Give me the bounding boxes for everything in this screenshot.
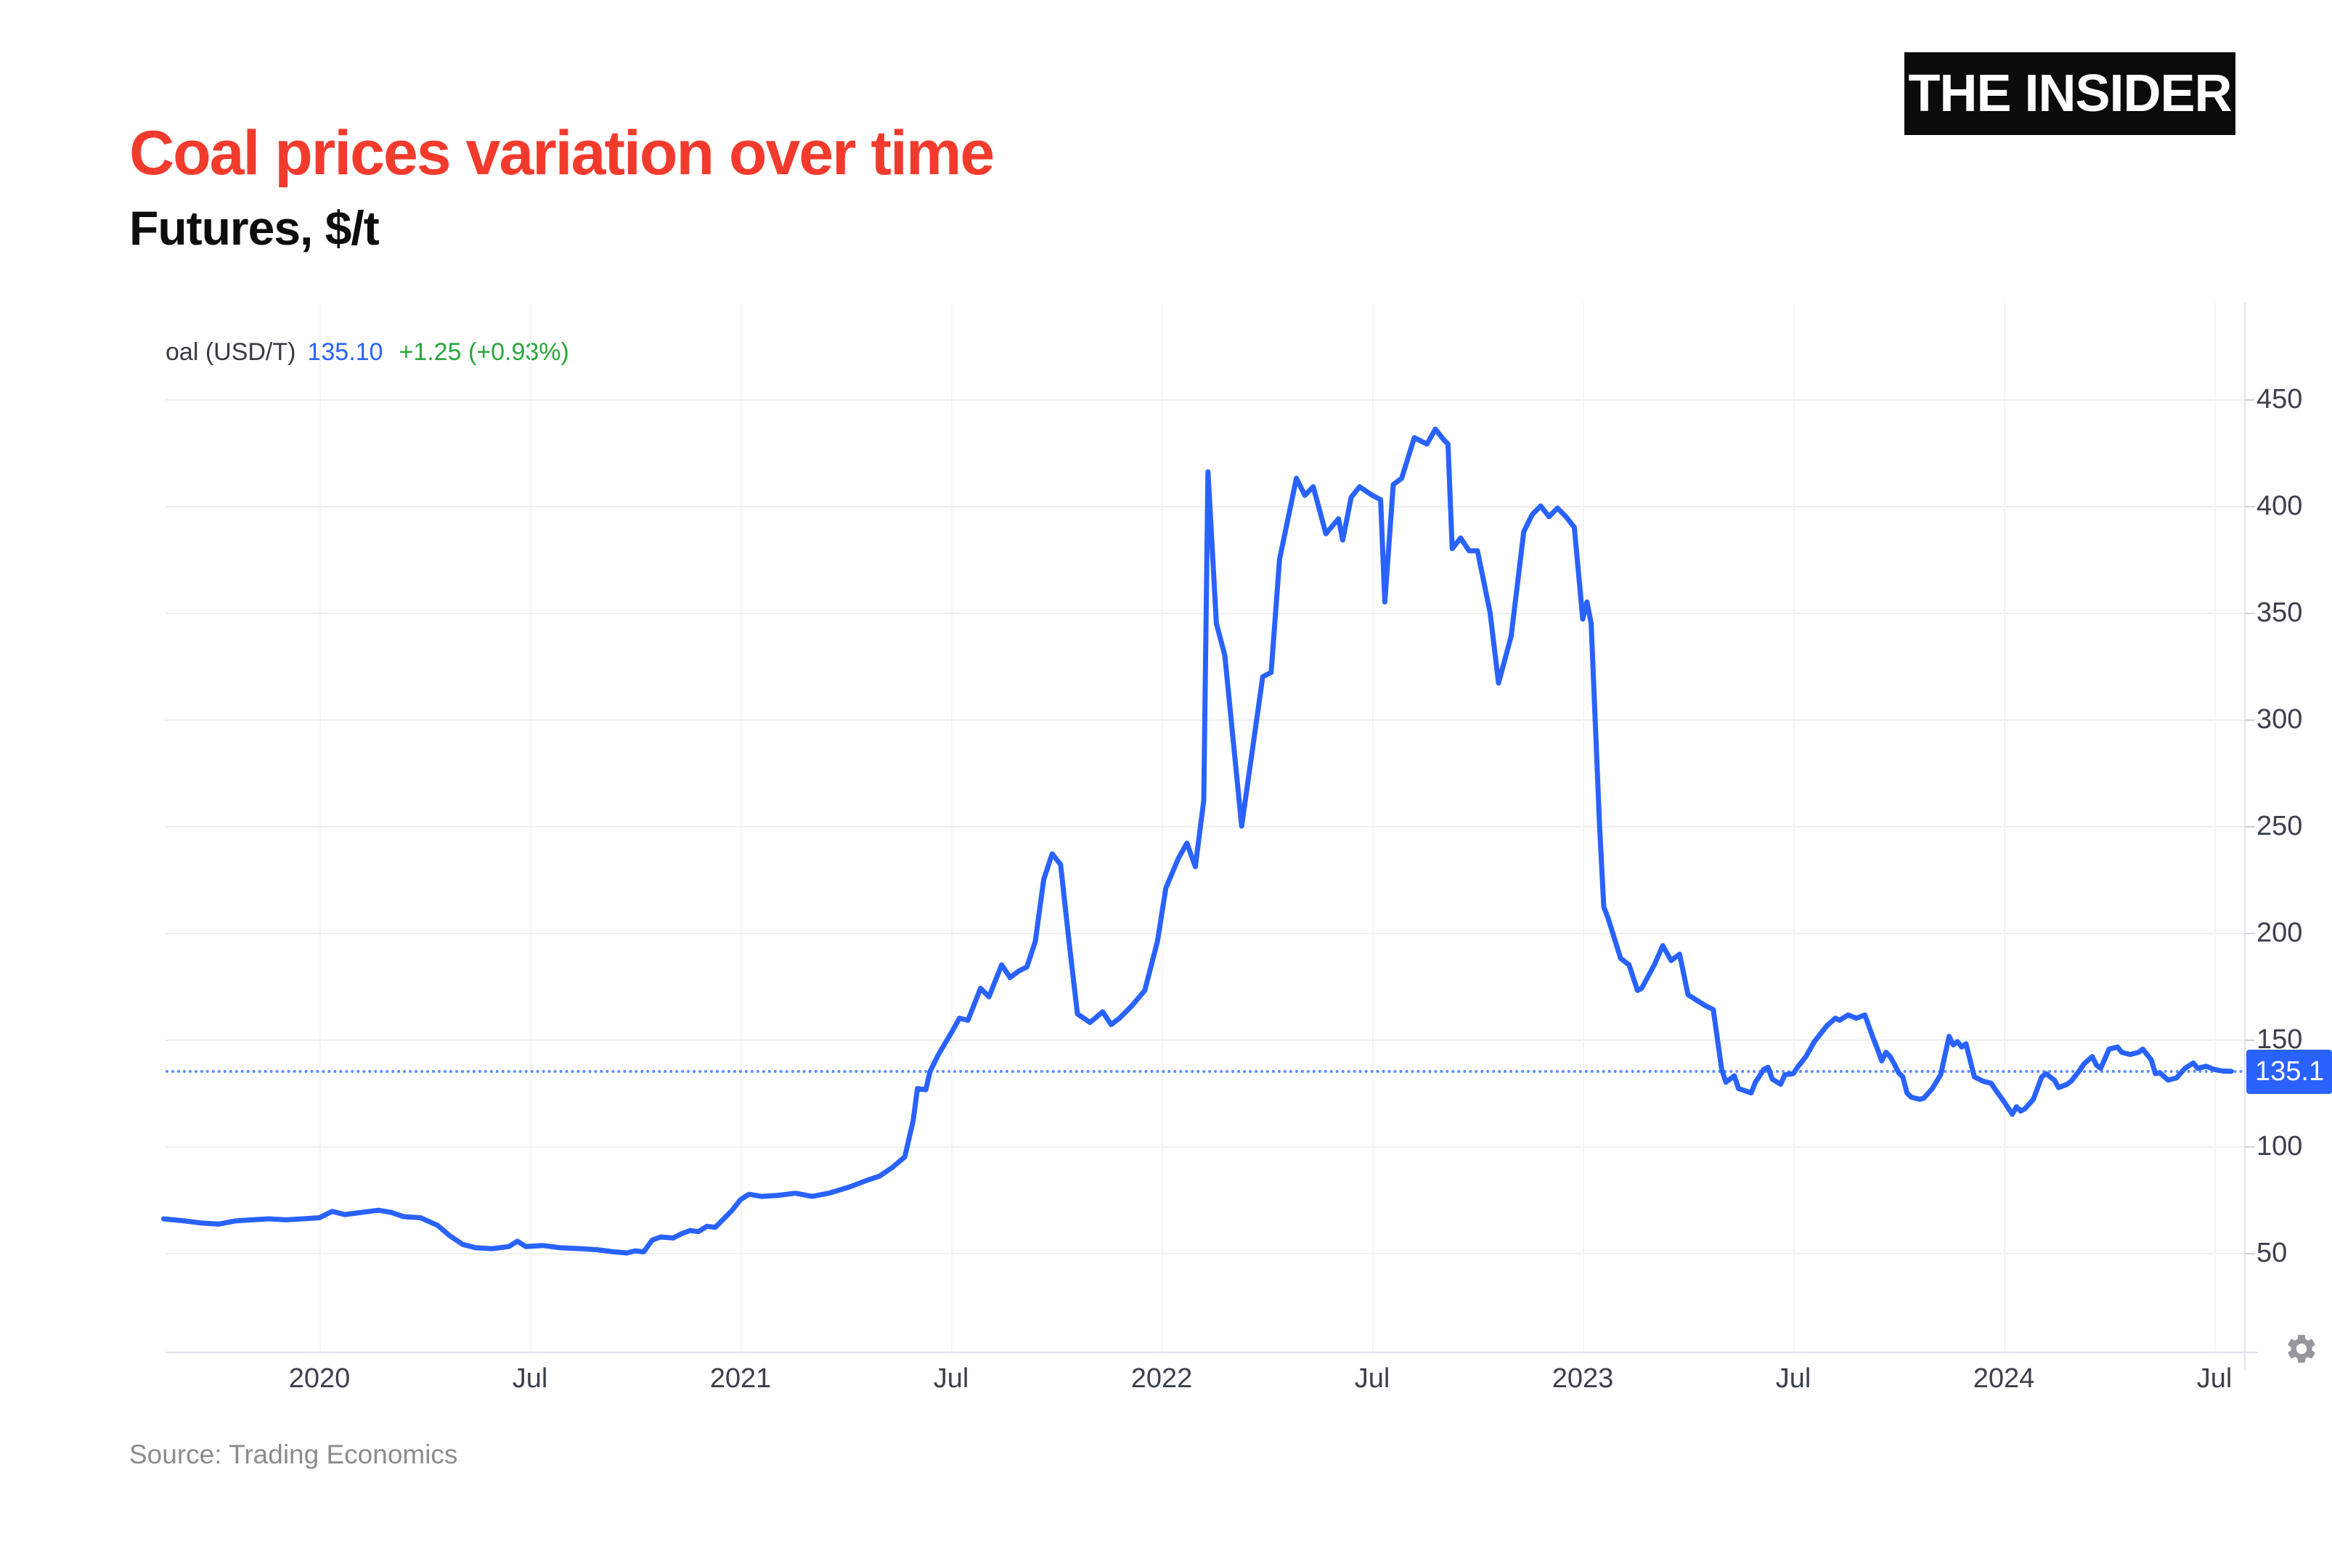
y-tick	[2245, 1040, 2255, 1041]
gear-icon[interactable]	[2284, 1331, 2319, 1366]
y-tick	[2245, 719, 2255, 721]
x-axis-label: 2022	[1130, 1363, 1193, 1394]
page-title: Coal prices variation over time	[129, 118, 995, 188]
v-gridline	[2214, 303, 2216, 1352]
y-tick	[2245, 826, 2255, 828]
x-axis-label: Jul	[2196, 1363, 2233, 1394]
y-axis-label: 100	[2256, 1131, 2303, 1161]
current-price-badge: 135.1	[2246, 1049, 2332, 1094]
h-gridline	[166, 1253, 2245, 1254]
chart-plot-area[interactable]: oal (USD/T) 135.10 +1.25 (+0.93%)	[160, 303, 2245, 1352]
x-axis-label: 2024	[1973, 1363, 2035, 1394]
h-gridline	[166, 826, 2245, 828]
x-axis-label: Jul	[933, 1363, 969, 1394]
legend-symbol: oal (USD/T)	[166, 338, 296, 366]
v-gridline	[1583, 303, 1584, 1352]
y-axis-label: 400	[2256, 491, 2303, 521]
y-tick	[2245, 933, 2255, 934]
h-gridline	[166, 933, 2245, 934]
current-price-dotted-line	[166, 1069, 2245, 1073]
v-gridline	[319, 303, 321, 1352]
y-tick	[2245, 506, 2255, 507]
y-axis-label: 350	[2256, 597, 2303, 628]
price-line-chart	[160, 426, 2234, 1256]
price-series-line	[160, 426, 2234, 1256]
x-axis-line	[166, 1352, 2258, 1353]
v-gridline	[530, 303, 531, 1352]
x-axis-label: Jul	[1354, 1363, 1390, 1394]
y-axis-label: 450	[2256, 384, 2303, 415]
y-tick	[2245, 1253, 2255, 1254]
chart-legend: oal (USD/T) 135.10 +1.25 (+0.93%)	[166, 338, 569, 367]
v-gridline	[2004, 303, 2005, 1352]
x-axis-label: Jul	[512, 1363, 548, 1394]
x-axis-label: Jul	[1775, 1363, 1811, 1394]
h-gridline	[166, 399, 2245, 401]
v-gridline	[1162, 303, 1163, 1352]
page-subtitle: Futures, $/t	[129, 201, 380, 255]
v-gridline	[1372, 303, 1374, 1352]
y-tick	[2245, 399, 2255, 401]
y-axis-line	[2244, 303, 2246, 1370]
v-gridline	[741, 303, 742, 1352]
y-axis-label: 250	[2256, 811, 2303, 841]
y-tick	[2245, 1146, 2255, 1148]
brand-logo: THE INSIDER	[1904, 52, 2235, 135]
y-tick	[2245, 613, 2255, 614]
v-gridline	[1793, 303, 1795, 1352]
y-axis-label: 150	[2256, 1024, 2303, 1055]
x-axis-label: 2021	[709, 1363, 772, 1394]
x-axis-label: 2023	[1552, 1363, 1614, 1394]
h-gridline	[166, 1040, 2245, 1041]
y-axis-label: 50	[2256, 1238, 2288, 1268]
legend-change: +1.25 (+0.93%)	[399, 338, 569, 366]
h-gridline	[166, 1146, 2245, 1148]
v-gridline	[951, 303, 953, 1352]
y-axis-label: 300	[2256, 704, 2303, 735]
x-axis-label: 2020	[288, 1363, 351, 1394]
source-credit: Source: Trading Economics	[129, 1440, 458, 1469]
y-axis-label: 200	[2256, 918, 2303, 948]
